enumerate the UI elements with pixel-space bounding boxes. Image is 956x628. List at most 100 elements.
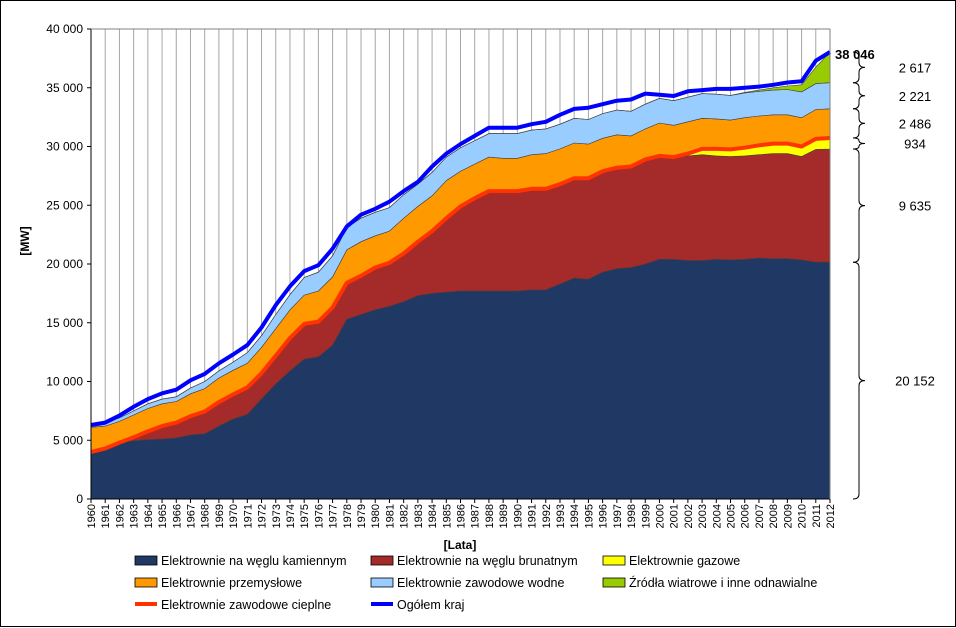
x-tick-label: 1986: [456, 504, 468, 528]
x-tick-label: 2001: [669, 504, 681, 528]
x-tick-label: 1978: [342, 504, 354, 528]
x-tick-label: 1981: [384, 504, 396, 528]
bracket: [852, 51, 866, 84]
lines-layer: [90, 50, 832, 454]
x-tick-label: 1963: [129, 504, 141, 528]
legend-swatch: [134, 577, 158, 588]
legend-label: Elektrownie zawodowe wodne: [397, 576, 565, 590]
y-tick-label: 15 000: [46, 316, 83, 330]
x-tick-label: 1991: [527, 504, 539, 528]
x-tick-label: 1996: [598, 504, 610, 528]
bracket: [852, 108, 866, 139]
bracket-label: 9 635: [899, 199, 932, 214]
x-tick-label: 1983: [413, 504, 425, 528]
legend-swatch: [370, 577, 394, 588]
line-ogółem-kraj: [90, 50, 832, 427]
legend-swatch: [602, 577, 626, 588]
axes-layer: 0 5 000 10 000 15 000 20 000 25 000 30 000 35 0…: [46, 22, 837, 528]
x-tick-label: 1993: [555, 504, 567, 528]
y-tick-label: 20 000: [46, 257, 83, 271]
x-tick-label: 2008: [768, 504, 780, 528]
bracket: [852, 261, 866, 500]
x-tick-label: 2000: [654, 504, 666, 528]
x-tick-label: 1967: [185, 504, 197, 528]
total-label: 38 046: [835, 47, 875, 62]
x-tick-label: 1988: [484, 504, 496, 528]
bracket-label: 20 152: [895, 374, 935, 389]
x-tick-label: 1972: [257, 504, 269, 528]
x-tick-label: 1994: [569, 504, 581, 528]
x-tick-label: 1992: [541, 504, 553, 528]
y-tick-label: 30 000: [46, 140, 83, 154]
x-axis-title: [Lata]: [444, 538, 477, 552]
legend-swatch: [370, 555, 394, 566]
legend-swatch: [134, 555, 158, 566]
legend-label: Elektrownie na węglu kamiennym: [161, 554, 347, 568]
x-tick-label: 1979: [356, 504, 368, 528]
x-tick-label: 1974: [285, 504, 297, 528]
x-tick-label: 1969: [214, 504, 226, 528]
x-tick-label: 2012: [825, 504, 837, 528]
y-tick-label: 10 000: [46, 375, 83, 389]
x-tick-label: 1985: [441, 504, 453, 528]
y-tick-label: 5 000: [53, 433, 83, 447]
bracket: [852, 137, 866, 150]
x-tick-label: 1968: [200, 504, 212, 528]
y-tick-label: 40 000: [46, 22, 83, 36]
x-tick-label: 2004: [711, 504, 723, 528]
bracket-label: 2 221: [899, 89, 932, 104]
x-tick-label: 1980: [370, 504, 382, 528]
x-tick-label: 2009: [782, 504, 794, 528]
x-tick-label: 2002: [683, 504, 695, 528]
x-tick-label: 1999: [640, 504, 652, 528]
legend-label: Elektrownie zawodowe cieplne: [161, 598, 331, 612]
x-tick-label: 2005: [726, 504, 738, 528]
x-tick-label: 1998: [626, 504, 638, 528]
x-tick-label: 1995: [583, 504, 595, 528]
line-elektrownie-zawodowe-cieplne: [90, 136, 831, 454]
x-tick-label: 1987: [470, 504, 482, 528]
x-tick-label: 1997: [612, 504, 624, 528]
x-tick-label: 2003: [697, 504, 709, 528]
bracket-label: 2 617: [899, 60, 932, 75]
x-tick-label: 1990: [512, 504, 524, 528]
x-tick-label: 1982: [399, 504, 411, 528]
y-tick-label: 35 000: [46, 81, 83, 95]
legend-label: Ogółem kraj: [397, 598, 464, 612]
legend-label: Źródła wiatrowe i inne odnawialne: [629, 575, 817, 590]
x-tick-label: 1961: [100, 504, 112, 528]
legend-label: Elektrownie gazowe: [629, 554, 740, 568]
legend-label: Elektrownie na węglu brunatnym: [397, 554, 578, 568]
bracket-label: 934: [904, 137, 926, 152]
areas-layer: [90, 51, 831, 500]
x-tick-label: 2011: [811, 504, 823, 528]
x-tick-label: 1984: [427, 504, 439, 528]
brackets-layer: 38 046 2 617 2 221 2 486 934 9 635 20 152: [835, 47, 935, 500]
bracket-label: 2 486: [899, 116, 932, 131]
x-tick-label: 2007: [754, 504, 766, 528]
bracket: [852, 82, 866, 110]
y-tick-label: 25 000: [46, 198, 83, 212]
x-tick-label: 1962: [114, 504, 126, 528]
x-tick-label: 1971: [242, 504, 254, 528]
x-tick-label: 1964: [143, 504, 155, 528]
bracket: [852, 148, 866, 263]
x-tick-label: 2010: [797, 504, 809, 528]
x-tick-label: 1973: [271, 504, 283, 528]
x-tick-label: 1989: [498, 504, 510, 528]
y-tick-label: 0: [76, 492, 83, 506]
x-tick-label: 1976: [313, 504, 325, 528]
x-tick-label: 2006: [740, 504, 752, 528]
legend: Elektrownie na węglu kamiennym Elektrowni…: [134, 554, 817, 612]
x-tick-label: 1975: [299, 504, 311, 528]
legend-label: Elektrownie przemysłowe: [161, 576, 302, 590]
x-tick-label: 1966: [171, 504, 183, 528]
y-axis-title: [MW]: [18, 226, 32, 255]
legend-swatch: [602, 555, 626, 566]
x-tick-label: 1970: [228, 504, 240, 528]
x-tick-label: 1960: [86, 504, 98, 528]
x-tick-label: 1977: [328, 504, 340, 528]
x-tick-label: 1965: [157, 504, 169, 528]
